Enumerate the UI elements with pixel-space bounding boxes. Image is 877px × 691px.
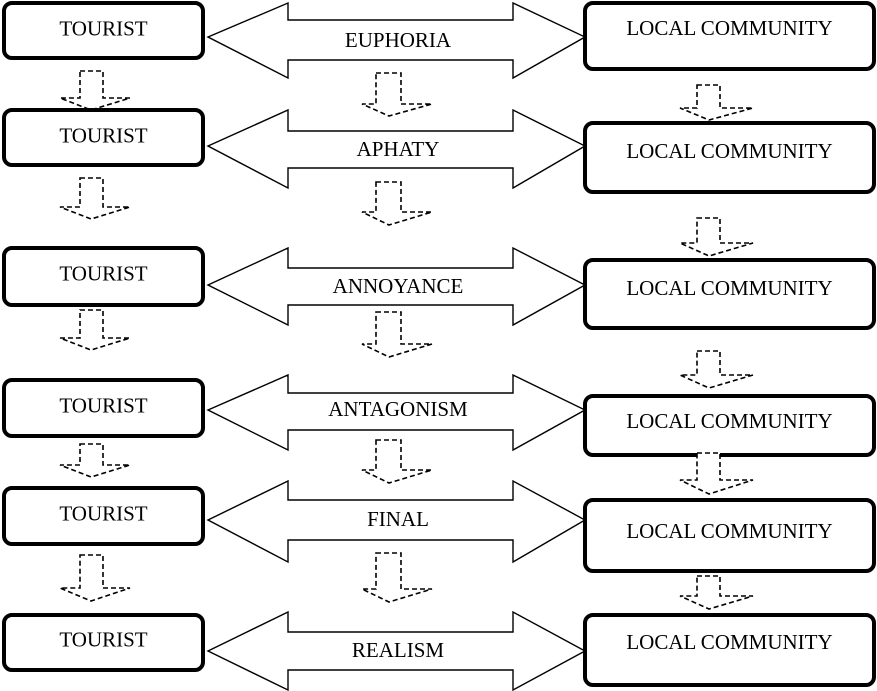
tourist-label-1: TOURIST — [59, 16, 147, 40]
tourist-box-1: TOURIST — [2, 1, 205, 60]
relation-label-1: EUPHORIA — [345, 28, 452, 52]
community-label-3: LOCAL COMMUNITY — [626, 276, 832, 300]
stage-row-2: TOURIST APHATY LOCAL COMMUNITY — [2, 108, 876, 194]
community-down-arrow-3 — [679, 350, 754, 389]
stage-row-6: TOURIST REALISM LOCAL COMMUNITY — [2, 610, 876, 691]
community-down-arrow-5 — [679, 575, 754, 610]
community-label-4: LOCAL COMMUNITY — [626, 409, 832, 433]
community-down-arrow-1 — [679, 84, 754, 121]
community-box-3: LOCAL COMMUNITY — [583, 258, 876, 330]
community-box-6: LOCAL COMMUNITY — [583, 613, 876, 687]
tourist-down-arrow-1 — [59, 70, 131, 111]
community-label-6: LOCAL COMMUNITY — [626, 630, 832, 654]
stage-row-3: TOURIST ANNOYANCE LOCAL COMMUNITY — [2, 246, 876, 330]
relation-label-2: APHATY — [357, 137, 440, 161]
relation-arrow-3: ANNOYANCE — [206, 246, 587, 327]
tourist-down-arrow-3 — [59, 309, 131, 351]
community-down-arrow-4 — [679, 452, 754, 495]
community-label-1: LOCAL COMMUNITY — [626, 16, 832, 40]
tourist-down-arrow-2 — [59, 177, 131, 220]
center-down-arrow-4 — [361, 439, 433, 484]
center-down-arrow-5 — [361, 552, 433, 603]
community-box-1: LOCAL COMMUNITY — [583, 1, 876, 71]
tourist-down-arrow-5 — [59, 554, 131, 602]
tourist-down-arrow-4 — [59, 443, 131, 478]
community-label-2: LOCAL COMMUNITY — [626, 139, 832, 163]
community-box-2: LOCAL COMMUNITY — [583, 121, 876, 194]
stage-row-5: TOURIST FINAL LOCAL COMMUNITY — [2, 479, 876, 573]
center-down-arrow-3 — [361, 311, 433, 358]
tourist-label-4: TOURIST — [59, 393, 147, 417]
tourist-label-6: TOURIST — [59, 627, 147, 651]
tourist-box-2: TOURIST — [2, 108, 205, 167]
tourist-label-2: TOURIST — [59, 123, 147, 147]
tourist-box-4: TOURIST — [2, 378, 205, 438]
relation-label-6: REALISM — [352, 638, 445, 662]
community-label-5: LOCAL COMMUNITY — [626, 519, 832, 543]
relation-arrow-1: EUPHORIA — [206, 1, 587, 80]
relation-label-5: FINAL — [367, 507, 429, 531]
tourist-box-6: TOURIST — [2, 613, 205, 672]
tourist-box-5: TOURIST — [2, 486, 205, 546]
relation-label-3: ANNOYANCE — [333, 274, 464, 298]
relation-arrow-6: REALISM — [206, 610, 587, 691]
center-down-arrow-2 — [361, 181, 433, 226]
tourist-box-3: TOURIST — [2, 246, 205, 307]
relation-arrow-2: APHATY — [206, 108, 587, 190]
center-down-arrow-1 — [361, 72, 433, 117]
stage-row-4: TOURIST ANTAGONISM LOCAL COMMUNITY — [2, 373, 876, 457]
relation-arrow-5: FINAL — [206, 479, 587, 564]
relation-label-4: ANTAGONISM — [328, 397, 468, 421]
tourist-label-3: TOURIST — [59, 261, 147, 285]
community-down-arrow-2 — [679, 217, 754, 257]
tourist-label-5: TOURIST — [59, 501, 147, 525]
stage-row-1: TOURIST EUPHORIA LOCAL COMMUNITY — [2, 1, 876, 80]
community-box-4: LOCAL COMMUNITY — [583, 394, 876, 457]
community-box-5: LOCAL COMMUNITY — [583, 498, 876, 573]
relation-arrow-4: ANTAGONISM — [206, 373, 587, 452]
